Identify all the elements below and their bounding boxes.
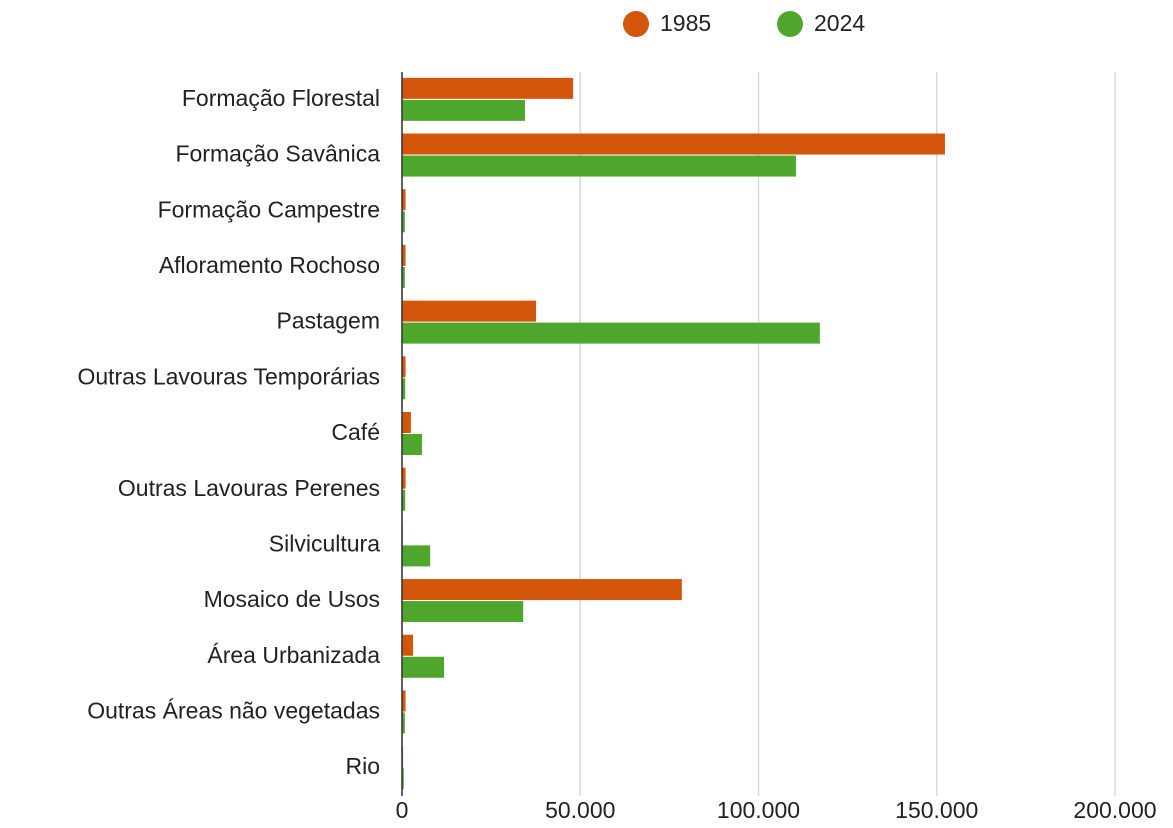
x-tick-label: 200.000 [1073, 797, 1156, 823]
bar [402, 545, 431, 567]
y-tick-label: Afloramento Rochoso [159, 252, 380, 278]
bar [402, 634, 414, 656]
x-tick-label: 150.000 [895, 797, 978, 823]
y-tick-label: Rio [345, 753, 380, 779]
y-tick-label: Silvicultura [269, 530, 380, 556]
y-tick-label: Outras Lavouras Temporárias [77, 363, 380, 389]
y-tick-label: Mosaico de Usos [204, 586, 380, 612]
legend-label: 2024 [814, 10, 865, 36]
y-tick-label: Outras Áreas não vegetadas [87, 698, 380, 724]
bar [402, 300, 537, 322]
bar [402, 77, 574, 99]
bar [402, 189, 406, 211]
x-tick-label: 100.000 [717, 797, 800, 823]
bar [402, 356, 406, 378]
bar [402, 768, 404, 790]
x-tick-label: 50.000 [545, 797, 615, 823]
y-tick-label: Outras Lavouras Perenes [118, 475, 380, 501]
legend-marker [777, 11, 803, 37]
bar [402, 211, 405, 233]
y-tick-label: Formação Florestal [182, 85, 380, 111]
legend-label: 1985 [660, 10, 711, 36]
legend-marker [623, 11, 649, 37]
bar [402, 712, 405, 734]
y-tick-label: Formação Savânica [175, 141, 380, 167]
y-tick-label: Formação Campestre [158, 196, 380, 222]
bar [402, 601, 524, 623]
bar [402, 412, 411, 433]
bar [402, 99, 525, 121]
bar [402, 434, 422, 455]
bar [402, 579, 682, 601]
y-tick-label: Café [331, 419, 380, 445]
y-tick-label: Área Urbanizada [207, 642, 380, 668]
bar [402, 133, 945, 155]
bar [402, 266, 405, 288]
bar [402, 155, 796, 177]
bar [402, 378, 406, 400]
x-tick-label: 0 [396, 797, 409, 823]
bar [402, 322, 820, 344]
bar [402, 467, 406, 489]
bar [402, 244, 406, 266]
y-tick-label: Pastagem [276, 308, 380, 334]
bar [402, 690, 406, 712]
bar [402, 489, 406, 511]
bar [402, 656, 445, 678]
